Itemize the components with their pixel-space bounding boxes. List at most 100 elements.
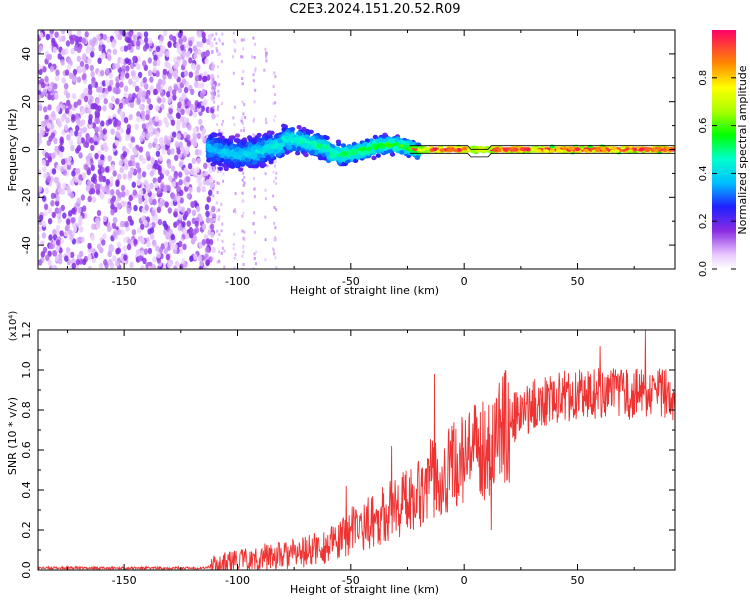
heatmap-cell (138, 189, 144, 196)
heatmap-cell (257, 153, 263, 158)
heatmap-cell (167, 261, 172, 269)
heatmap-cell (165, 231, 171, 239)
heatmap-cell (152, 256, 157, 263)
heatmap-cell (100, 69, 105, 77)
heatmap-cell (80, 236, 85, 243)
heatmap-cell (87, 265, 93, 269)
heatmap-cell (212, 106, 215, 110)
heatmap-cell (87, 253, 92, 261)
heatmap-cell (55, 200, 60, 207)
heatmap-cell (147, 57, 152, 64)
heatmap-cell (163, 247, 168, 255)
heatmap-cell (54, 145, 59, 153)
heatmap-cell (561, 146, 568, 151)
heatmap-cell (77, 99, 82, 106)
heatmap-cell (177, 205, 182, 212)
heatmap-cell (44, 187, 49, 195)
heatmap-cell (46, 54, 51, 61)
heatmap-cell (356, 154, 362, 159)
heatmap-cell (191, 209, 197, 216)
heatmap-cell (42, 166, 47, 173)
heatmap-cell (49, 65, 55, 73)
heatmap-cell (251, 145, 257, 150)
colorbar-ticks: 0.0 0.2 0.4 0.6 0.8 (698, 70, 736, 277)
heatmap-cell (196, 64, 201, 71)
heatmap-cell (301, 142, 307, 148)
heatmap-cell (153, 54, 158, 62)
snr-axes: -150 -100 -50 0 50 0.0 0.2 0.4 0.6 0.8 1.0 1.2 (20, 321, 676, 587)
heatmap-cell (147, 265, 152, 269)
heatmap-cell (213, 138, 219, 144)
heatmap-cell (265, 121, 268, 125)
heatmap-cell (101, 175, 107, 183)
heatmap-cell (484, 148, 490, 153)
heatmap-cell (275, 182, 278, 185)
heatmap-cell (185, 147, 190, 155)
heatmap-cell (200, 133, 205, 140)
heatmap-cell (145, 183, 150, 191)
heatmap-cell (273, 164, 276, 168)
heatmap-cell (38, 225, 42, 233)
heatmap-cell (186, 100, 192, 107)
heatmap-cell (295, 151, 301, 156)
heatmap-cell (43, 203, 49, 210)
heatmap-cell (234, 154, 240, 160)
heatmap-cell (241, 77, 244, 81)
heatmap-cell (140, 110, 145, 117)
heatmap-cell (156, 187, 162, 194)
heatmap-cell (221, 222, 224, 226)
heatmap-cell (155, 143, 160, 151)
heatmap-cell (241, 82, 244, 86)
heatmap-cell (335, 146, 341, 152)
heatmap-cell (233, 138, 239, 143)
heatmap-cell (75, 147, 80, 154)
heatmap-cell (574, 147, 581, 152)
heatmap-cell (137, 71, 143, 79)
heatmap-cell (104, 79, 110, 86)
heatmap-cell (234, 253, 237, 257)
heatmap-cell (242, 112, 245, 116)
heatmap-cell (79, 60, 85, 68)
heatmap-cell (84, 31, 89, 38)
heatmap-cell (194, 220, 199, 228)
heatmap-cell (149, 233, 155, 240)
heatmap-cell (180, 146, 186, 153)
heatmap-cell (87, 57, 92, 64)
heatmap-cell (186, 140, 192, 147)
heatmap-cell (170, 233, 175, 241)
heatmap-cell (151, 210, 156, 217)
heatmap-cell (222, 179, 225, 183)
heatmap-cell (144, 36, 149, 44)
line-boundary-lower (409, 152, 675, 158)
heatmap-cell (122, 245, 128, 252)
heatmap-cell (207, 33, 213, 40)
heatmap-cell (50, 264, 56, 269)
heatmap-cell (353, 144, 359, 150)
heatmap-cell (81, 172, 87, 179)
heatmap-cell (221, 246, 224, 250)
colorbar-label: Normalized spectral amplitude (736, 65, 749, 234)
heatmap-cell (257, 137, 263, 142)
heatmap-cell (194, 81, 199, 89)
heatmap-cell (166, 148, 172, 156)
heatmap-cell (243, 181, 246, 185)
heatmap-cell (223, 139, 229, 144)
heatmap-cell (221, 163, 227, 168)
heatmap-cell (57, 207, 62, 214)
heatmap-cell (59, 230, 64, 237)
heatmap-cell (218, 52, 221, 56)
heatmap-cell (177, 31, 183, 39)
heatmap-cell (155, 245, 160, 252)
heatmap-cell (136, 97, 141, 105)
heatmap-cell (220, 153, 226, 158)
heatmap-cell (140, 223, 145, 230)
heatmap-cell (296, 125, 302, 130)
heatmap-cell (138, 197, 143, 204)
heatmap-cell (188, 57, 193, 64)
heatmap-cell (620, 145, 626, 150)
heatmap-cell (555, 149, 561, 153)
heatmap-cell (68, 210, 73, 217)
heatmap-cell (217, 65, 220, 69)
heatmap-cell (102, 128, 108, 135)
heatmap-cell (102, 142, 108, 149)
